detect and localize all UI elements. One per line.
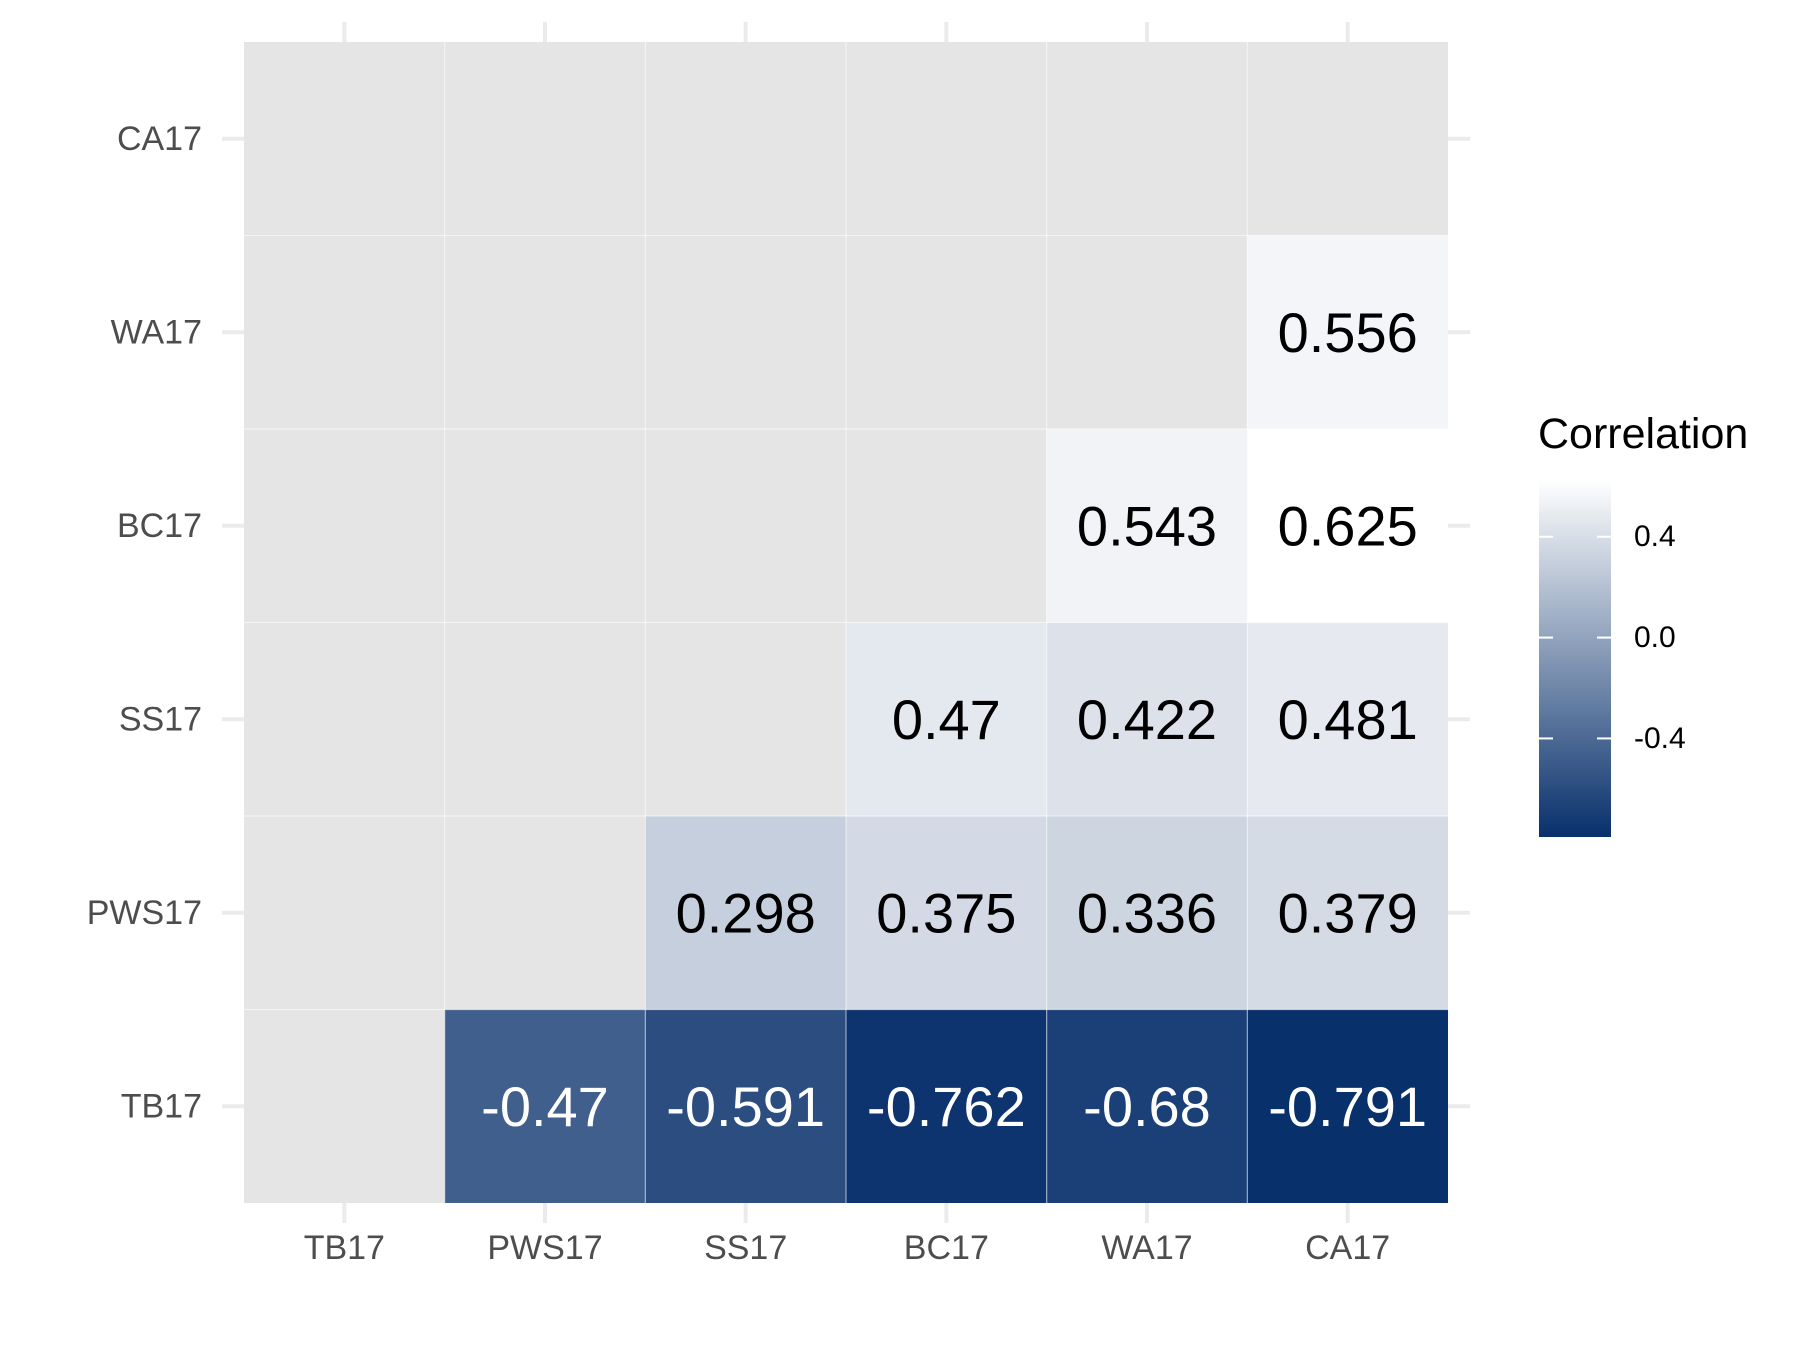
legend-tick-label: -0.4: [1634, 722, 1686, 755]
y-tick-label: CA17: [117, 120, 202, 158]
cell-value-label: 0.47: [892, 688, 1001, 751]
y-tick-label: WA17: [111, 313, 202, 351]
x-tick-label: SS17: [704, 1229, 787, 1267]
heatmap-cell: [444, 1009, 646, 1203]
heatmap-cells: -0.47 -0.591 -0.762 -0.68 -0.791 0.298 0.375 0.…: [244, 42, 1448, 1203]
heatmap-cell: [1046, 1009, 1248, 1203]
legend-colorbar: [1539, 480, 1611, 837]
heatmap-cell: [1247, 816, 1448, 1010]
cell-value-label: 0.556: [1278, 301, 1418, 364]
cell-value-label: -0.591: [666, 1075, 825, 1138]
heatmap-cell: [1247, 1009, 1448, 1203]
heatmap-cell: [1247, 235, 1448, 429]
cell-value-label: 0.375: [876, 881, 1016, 944]
y-tick-label: SS17: [119, 700, 202, 738]
cell-value-label: 0.298: [676, 881, 816, 944]
x-tick-label: CA17: [1305, 1229, 1390, 1267]
y-axis-labels: TB17 PWS17 SS17 BC17 WA17 CA17: [87, 120, 202, 1126]
x-axis-labels: TB17 PWS17 SS17 BC17 WA17 CA17: [304, 1229, 1390, 1267]
cell-value-label: 0.422: [1077, 688, 1217, 751]
y-tick-label: TB17: [121, 1087, 202, 1125]
heatmap-cell: [1046, 816, 1248, 1010]
cell-value-label: 0.481: [1278, 688, 1418, 751]
cell-value-label: -0.791: [1268, 1075, 1427, 1138]
x-tick-label: TB17: [304, 1229, 385, 1267]
cell-value-label: 0.543: [1077, 494, 1217, 557]
legend-title: Correlation: [1538, 410, 1748, 458]
cell-value-label: -0.762: [867, 1075, 1026, 1138]
x-tick-label: PWS17: [487, 1229, 602, 1267]
legend-tick-label: 0.0: [1634, 621, 1676, 654]
heatmap-cell: [1046, 622, 1248, 816]
cell-value-label: 0.625: [1278, 494, 1418, 557]
cell-value-label: -0.47: [481, 1075, 609, 1138]
legend-tick-label: 0.4: [1634, 520, 1676, 553]
cell-value-label: 0.379: [1278, 881, 1418, 944]
legend: Correlation 0.4 0.0 -0.4: [1538, 410, 1748, 837]
heatmap-cell: [846, 1009, 1047, 1203]
cell-value-label: 0.336: [1077, 881, 1217, 944]
heatmap-cell: [1247, 429, 1448, 623]
heatmap-cell: [846, 816, 1047, 1010]
x-tick-label: WA17: [1101, 1229, 1192, 1267]
heatmap-cell: [846, 622, 1047, 816]
y-tick-label: PWS17: [87, 894, 202, 932]
axis-ticks: [222, 22, 1470, 1223]
heatmap-cell: [645, 816, 846, 1010]
heatmap-cell: [1046, 429, 1248, 623]
cell-value-label: -0.68: [1083, 1075, 1211, 1138]
heatmap-cell: [645, 1009, 846, 1203]
x-tick-label: BC17: [904, 1229, 989, 1267]
y-tick-label: BC17: [117, 507, 202, 545]
heatmap-cell: [1247, 622, 1448, 816]
